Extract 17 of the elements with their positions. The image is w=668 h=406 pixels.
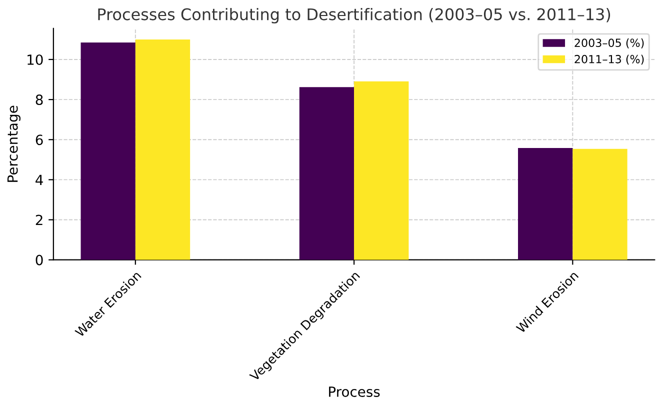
y-axis-title: Percentage [7, 106, 20, 182]
bar [518, 148, 573, 260]
legend-label: 2003–05 (%) [574, 38, 644, 48]
x-axis-title: Process [329, 386, 380, 397]
bar [354, 81, 409, 260]
bar [80, 42, 136, 260]
bar [299, 87, 354, 260]
y-tick-label: 0 [36, 254, 43, 266]
bar [135, 39, 190, 260]
y-tick-label: 6 [36, 134, 43, 146]
y-tick-label: 4 [36, 174, 43, 185]
legend-label: 2011–13 (%) [574, 54, 644, 65]
y-tick-label: 8 [36, 94, 43, 106]
bar [572, 148, 628, 260]
chart-title: Processes Contributing to Desertification (2003–05 vs. 2011–13) [98, 8, 610, 24]
y-tick-label: 10 [28, 54, 43, 65]
y-tick-label: 2 [36, 214, 42, 226]
